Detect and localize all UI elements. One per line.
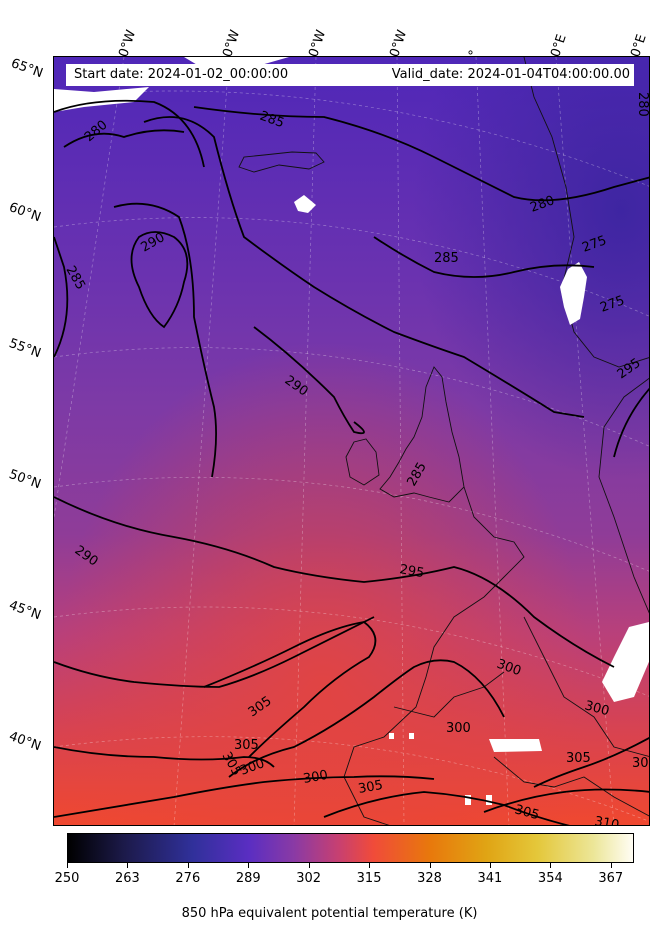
colorbar xyxy=(67,833,634,863)
contour-label-310: 310 xyxy=(593,814,620,826)
colorbar-tick-label: 354 xyxy=(537,871,563,886)
colorbar-tick-mark xyxy=(67,863,68,868)
cold-region xyxy=(54,57,649,825)
valid-date-label: Valid_date: 2024-01-04T04:00:00.00 xyxy=(391,67,630,82)
lat-label-40n: 40°N xyxy=(6,729,43,755)
colorbar-tick-mark xyxy=(369,863,371,868)
colorbar-tick-label: 250 xyxy=(54,871,80,886)
contour-label-300-b: 300 xyxy=(302,768,329,787)
lat-label-60n: 60°N xyxy=(6,200,43,226)
colorbar-tick-label: 276 xyxy=(175,871,201,886)
contours xyxy=(54,99,649,825)
lat-label-45n: 45°N xyxy=(6,598,43,624)
missing-data xyxy=(54,57,649,805)
coastlines xyxy=(238,57,649,825)
lat-label-65n: 65°N xyxy=(8,56,45,82)
start-date-label: Start date: 2024-01-02_00:00:00 xyxy=(74,67,289,82)
contour-label-305-c: 305 xyxy=(357,778,384,797)
lat-label-50n: 50°N xyxy=(6,467,43,493)
contour-label-285-central: 285 xyxy=(434,251,459,266)
colorbar-tick-label: 302 xyxy=(296,871,322,886)
contour-label-305-d: 305 xyxy=(513,802,541,823)
colorbar-label: 850 hPa equivalent potential temperature… xyxy=(181,906,478,921)
contour-label-280-edge: 280 xyxy=(635,92,650,117)
map-canvas: 280 285 290 285 285 280 275 275 290 285 … xyxy=(54,57,650,826)
contour-label-295: 295 xyxy=(398,562,425,581)
colorbar-tick-mark xyxy=(308,863,310,868)
lat-label-55n: 55°N xyxy=(6,336,43,362)
colorbar-tick-label: 367 xyxy=(598,871,624,886)
colorbar-tick-mark xyxy=(127,863,129,868)
contour-label-305-right: 305 xyxy=(566,751,591,766)
theta-e-map: 280 285 290 285 285 280 275 275 290 285 … xyxy=(53,56,650,826)
colorbar-tick-mark xyxy=(489,863,491,868)
colorbar-tick-label: 263 xyxy=(114,871,140,886)
contour-label-305-mid: 305 xyxy=(234,738,259,753)
colorbar-tick-label: 315 xyxy=(356,871,382,886)
contour-label-300-spain: 300 xyxy=(446,721,471,736)
map-header: Start date: 2024-01-02_00:00:00 Valid_da… xyxy=(66,64,634,86)
contour-label-300-east: 300 xyxy=(583,698,611,719)
contour-label-300-right: 300 xyxy=(632,756,650,771)
colorbar-tick-mark xyxy=(187,863,189,868)
colorbar-tick-mark xyxy=(610,863,612,868)
colorbar-tick-label: 328 xyxy=(417,871,442,886)
colorbar-tick-label: 341 xyxy=(477,871,503,886)
colorbar-tick-label: 289 xyxy=(235,871,261,886)
colorbar-tick-mark xyxy=(429,863,431,868)
colorbar-tick-mark xyxy=(248,863,250,868)
colorbar-tick-mark xyxy=(550,863,552,868)
